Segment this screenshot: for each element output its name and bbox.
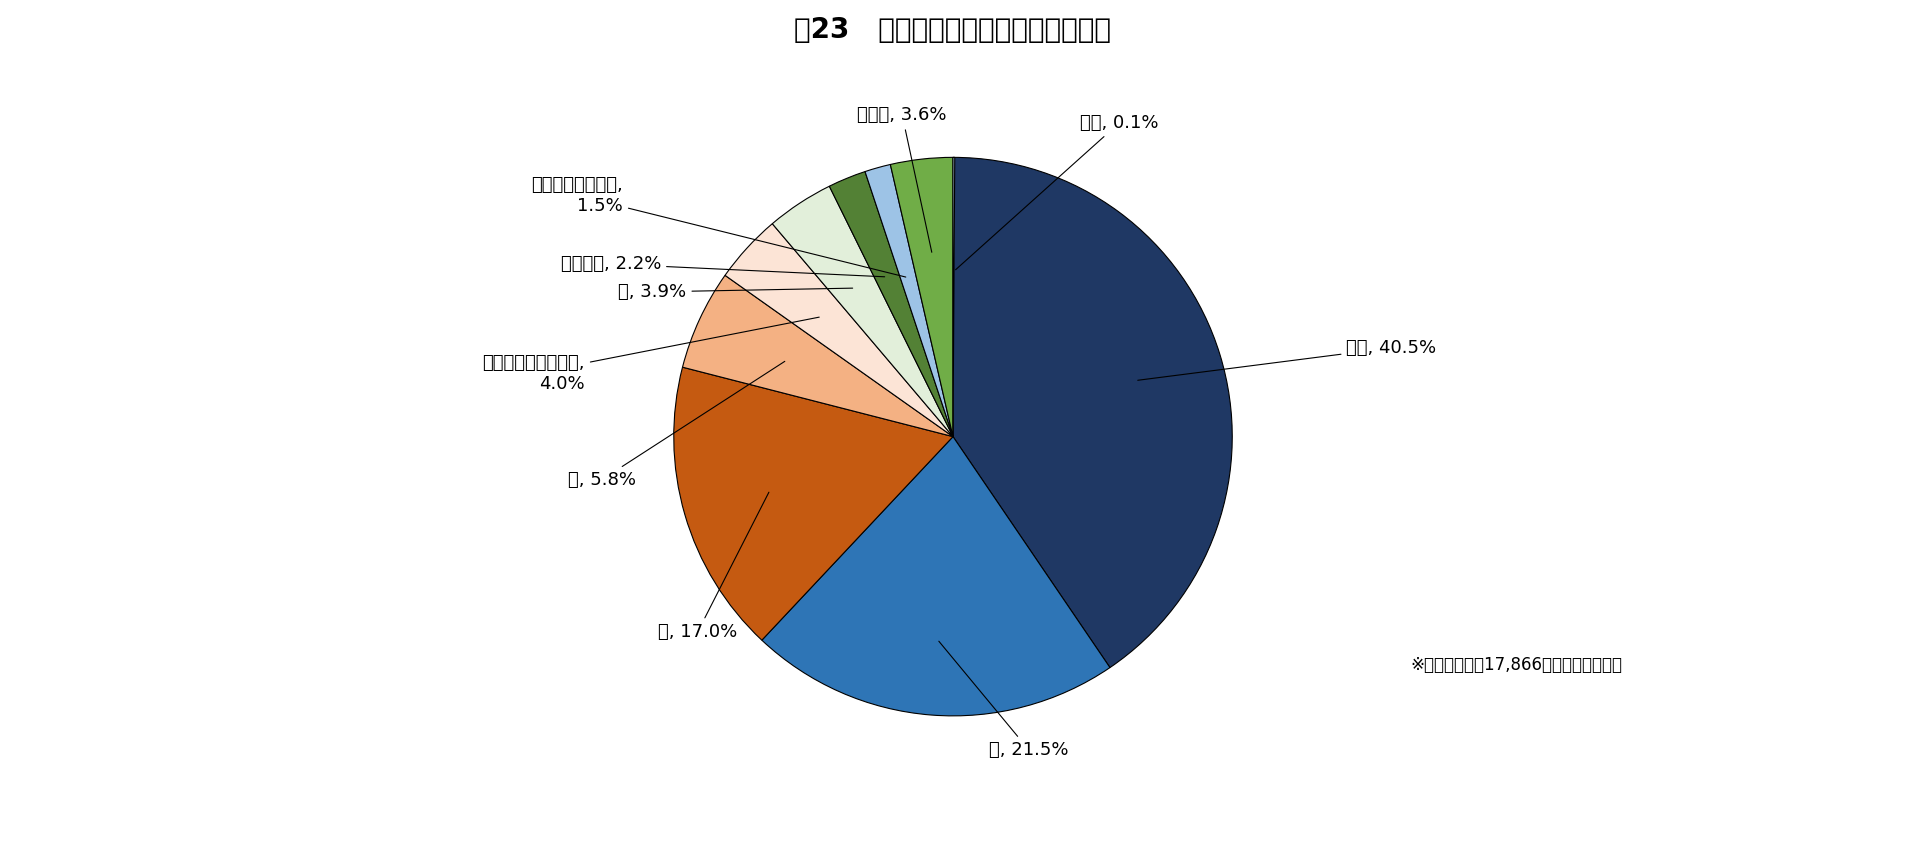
Text: 妻, 5.8%: 妻, 5.8% bbox=[568, 361, 785, 489]
Wedge shape bbox=[762, 436, 1109, 716]
Wedge shape bbox=[682, 275, 952, 436]
Wedge shape bbox=[865, 165, 952, 436]
Text: その他, 3.6%: その他, 3.6% bbox=[857, 106, 947, 252]
Wedge shape bbox=[952, 157, 1233, 668]
Text: 不明, 0.1%: 不明, 0.1% bbox=[954, 114, 1158, 270]
Wedge shape bbox=[772, 187, 952, 436]
Wedge shape bbox=[672, 367, 952, 641]
Text: 夫, 21.5%: 夫, 21.5% bbox=[939, 641, 1069, 760]
Wedge shape bbox=[890, 157, 952, 436]
Text: 孫, 3.9%: 孫, 3.9% bbox=[617, 283, 852, 301]
Wedge shape bbox=[724, 224, 952, 436]
Text: 息子, 40.5%: 息子, 40.5% bbox=[1137, 338, 1436, 381]
Text: ※虐待者の総数17,866人における割合。: ※虐待者の総数17,866人における割合。 bbox=[1410, 656, 1621, 674]
Wedge shape bbox=[829, 171, 952, 436]
Text: 娘の配偶者（婿）,
1.5%: 娘の配偶者（婿）, 1.5% bbox=[531, 176, 905, 277]
Text: 息子の配偶者（嫁）,
4.0%: 息子の配偶者（嫁）, 4.0% bbox=[482, 317, 819, 392]
Text: 娘, 17.0%: 娘, 17.0% bbox=[657, 492, 768, 641]
Text: 兄弟姉妹, 2.2%: 兄弟姉妹, 2.2% bbox=[560, 255, 884, 277]
Text: 図23   被虐待者からみた虐待者の続柄: 図23 被虐待者からみた虐待者の続柄 bbox=[794, 16, 1111, 45]
